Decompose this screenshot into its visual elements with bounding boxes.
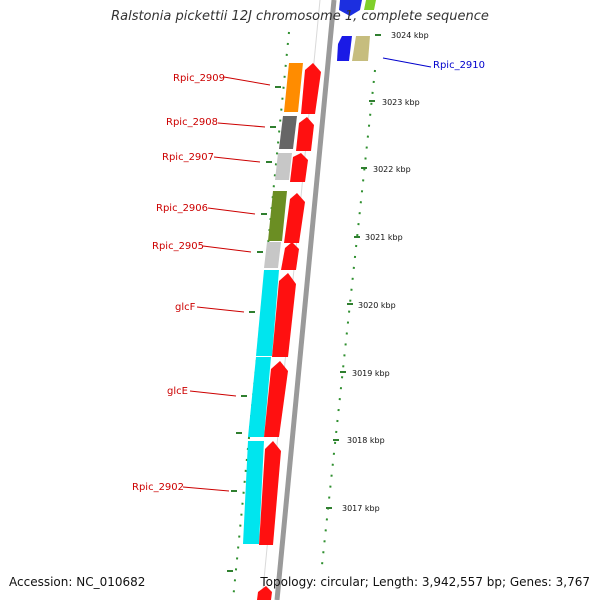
blue-leader-line xyxy=(382,57,432,68)
label-rpic-2908: Rpic_2908 xyxy=(166,117,218,128)
block-rpic-2909 xyxy=(284,63,303,112)
tick-3022: 3022 kbp xyxy=(373,165,411,174)
topology-text: Topology: circular; Length: 3,942,557 bp… xyxy=(260,575,590,589)
map-title: Ralstonia pickettii 12J chromosome 1, co… xyxy=(111,9,489,24)
chromosome-backbone-outer xyxy=(274,0,337,600)
accession-text: Accession: NC_010682 xyxy=(9,575,146,589)
red-leader-lines xyxy=(182,76,271,492)
top-partial-genes xyxy=(337,0,376,61)
tick-3024: 3024 kbp xyxy=(391,31,429,40)
label-glcE: glcE xyxy=(167,386,188,397)
red-arrows xyxy=(257,63,321,600)
label-glcF: glcF xyxy=(175,302,196,313)
gene-blocks-left xyxy=(243,63,303,544)
tick-3021: 3021 kbp xyxy=(365,233,403,242)
tick-3018: 3018 kbp xyxy=(347,436,385,445)
label-rpic-2902: Rpic_2902 xyxy=(132,482,184,493)
tick-3023: 3023 kbp xyxy=(382,98,420,107)
block-glcF xyxy=(256,270,279,356)
tick-3020: 3020 kbp xyxy=(358,301,396,310)
tick-3019: 3019 kbp xyxy=(352,369,390,378)
label-rpic-2907: Rpic_2907 xyxy=(162,152,214,163)
block-rpic-2902 xyxy=(243,441,264,544)
block-glcE xyxy=(248,357,271,437)
label-rpic-2910: Rpic_2910 xyxy=(433,60,485,71)
kbp-tick-labels: 3024 kbp 3023 kbp 3022 kbp 3021 kbp 3020… xyxy=(342,31,429,513)
label-rpic-2909: Rpic_2909 xyxy=(173,73,225,84)
dotted-guide-right xyxy=(321,69,376,566)
label-rpic-2905: Rpic_2905 xyxy=(152,241,204,252)
block-rpic-2905 xyxy=(264,242,281,268)
block-rpic-2908 xyxy=(279,116,297,149)
tick-3017: 3017 kbp xyxy=(342,504,380,513)
block-rpic-2907 xyxy=(275,153,292,180)
gene-labels: Rpic_2909 Rpic_2908 Rpic_2907 Rpic_2906 … xyxy=(132,73,225,493)
left-ticks xyxy=(227,86,281,572)
block-rpic-2906 xyxy=(268,191,287,241)
right-ticks xyxy=(326,34,381,509)
label-rpic-2906: Rpic_2906 xyxy=(156,203,208,214)
